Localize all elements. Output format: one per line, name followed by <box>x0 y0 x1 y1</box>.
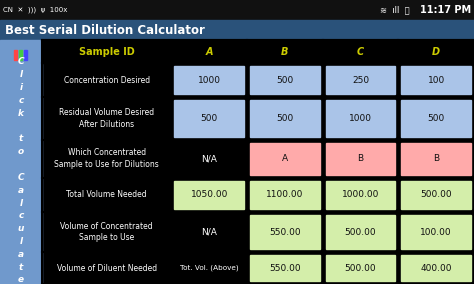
Bar <box>19 50 22 60</box>
Text: 1000: 1000 <box>349 114 372 123</box>
Bar <box>174 181 244 209</box>
Text: c: c <box>18 211 24 220</box>
Text: Volume of Concentrated
Sample to Use: Volume of Concentrated Sample to Use <box>60 222 153 243</box>
Text: Tot. Vol. (Above): Tot. Vol. (Above) <box>180 265 238 271</box>
Bar <box>326 215 395 249</box>
Text: e: e <box>18 275 24 284</box>
Text: B: B <box>433 154 439 163</box>
Text: B: B <box>357 154 364 163</box>
Text: 400.00: 400.00 <box>420 264 452 273</box>
Bar <box>0 0 474 20</box>
Text: Which Concentrated
Sample to Use for Dilutions: Which Concentrated Sample to Use for Dil… <box>55 149 159 169</box>
Text: N/A: N/A <box>201 227 217 237</box>
Text: t: t <box>19 263 23 272</box>
Text: 500: 500 <box>276 114 293 123</box>
Bar <box>326 143 395 175</box>
Bar <box>401 215 471 249</box>
Text: 550.00: 550.00 <box>269 227 301 237</box>
Bar <box>174 100 244 137</box>
Text: Volume of Diluent Needed: Volume of Diluent Needed <box>56 264 157 273</box>
Text: 1000: 1000 <box>198 76 221 85</box>
Text: ≋  ıll  🔋: ≋ ıll 🔋 <box>380 5 410 14</box>
Text: 100: 100 <box>428 76 445 85</box>
Text: Residual Volume Desired
After Dilutions: Residual Volume Desired After Dilutions <box>59 108 154 129</box>
Bar <box>401 255 471 281</box>
Text: C: C <box>357 47 364 57</box>
Text: 500: 500 <box>201 114 218 123</box>
Text: B: B <box>281 47 289 57</box>
Text: a: a <box>18 186 24 195</box>
Text: N/A: N/A <box>201 154 217 163</box>
Bar <box>326 100 395 137</box>
Bar <box>401 66 471 94</box>
Text: k: k <box>18 109 24 118</box>
Bar <box>250 181 319 209</box>
Bar <box>326 66 395 94</box>
Text: 100.00: 100.00 <box>420 227 452 237</box>
Text: Concentration Desired: Concentration Desired <box>64 76 150 85</box>
Bar <box>42 40 474 284</box>
Text: l: l <box>19 237 23 246</box>
Text: t: t <box>19 134 23 143</box>
Text: l: l <box>19 70 23 79</box>
Bar <box>174 255 244 281</box>
Text: CN  ✕  )))  ψ  100x: CN ✕ ))) ψ 100x <box>3 7 67 13</box>
Text: Sample ID: Sample ID <box>79 47 135 57</box>
Bar <box>42 40 474 63</box>
Bar <box>250 66 319 94</box>
Text: 1050.00: 1050.00 <box>191 190 228 199</box>
Bar <box>401 181 471 209</box>
Text: 550.00: 550.00 <box>269 264 301 273</box>
Bar <box>174 143 244 175</box>
Text: C: C <box>18 57 24 66</box>
Bar <box>250 143 319 175</box>
Text: 500.00: 500.00 <box>420 190 452 199</box>
Text: D: D <box>432 47 440 57</box>
Bar <box>401 143 471 175</box>
Text: 500.00: 500.00 <box>345 264 376 273</box>
Bar <box>174 215 244 249</box>
Text: 1000.00: 1000.00 <box>342 190 379 199</box>
Text: 500: 500 <box>276 76 293 85</box>
Text: i: i <box>19 83 23 92</box>
Bar <box>326 255 395 281</box>
Bar <box>326 181 395 209</box>
Text: 500.00: 500.00 <box>345 227 376 237</box>
Text: A: A <box>205 47 213 57</box>
Text: 250: 250 <box>352 76 369 85</box>
Text: 500: 500 <box>428 114 445 123</box>
Text: 1100.00: 1100.00 <box>266 190 303 199</box>
Bar <box>250 255 319 281</box>
Bar <box>401 100 471 137</box>
Text: a: a <box>18 250 24 259</box>
Bar <box>0 20 474 40</box>
Text: 11:17 PM: 11:17 PM <box>420 5 471 15</box>
Bar <box>250 215 319 249</box>
Bar <box>250 100 319 137</box>
Text: o: o <box>18 147 24 156</box>
Text: C: C <box>18 173 24 182</box>
Text: l: l <box>19 199 23 208</box>
Bar <box>0 40 42 284</box>
Bar <box>14 50 17 60</box>
Text: u: u <box>18 224 24 233</box>
Text: Best Serial Dilution Calculator: Best Serial Dilution Calculator <box>5 24 205 37</box>
Bar <box>24 50 27 60</box>
Text: c: c <box>18 96 24 105</box>
Text: Total Volume Needed: Total Volume Needed <box>66 190 147 199</box>
Text: A: A <box>282 154 288 163</box>
Bar <box>174 66 244 94</box>
